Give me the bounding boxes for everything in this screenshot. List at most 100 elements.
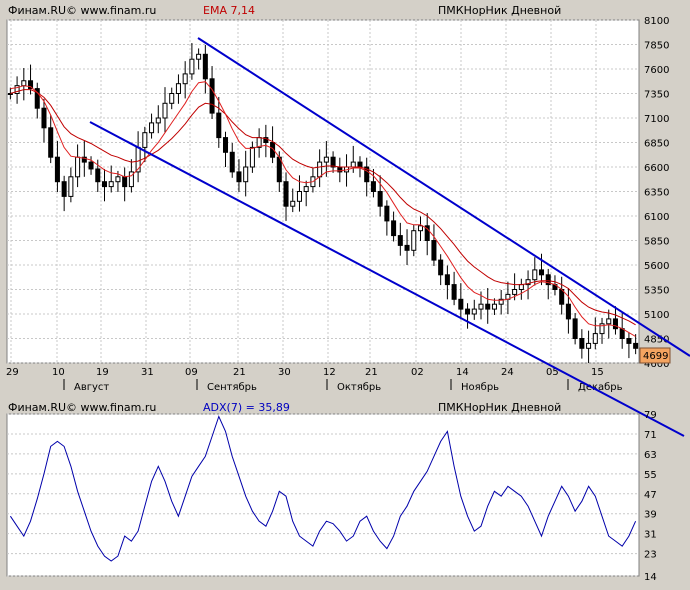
candle-body (34, 88, 40, 109)
candle-body (599, 323, 605, 335)
candle-body (545, 274, 551, 286)
price-x-axis: 29 10 19 31 09 21 30 12 21 02 14 24 05 15 Август Сентяб… (6, 367, 623, 393)
candle-body (565, 303, 571, 320)
adx-y-tick-label: 79 (644, 410, 657, 421)
candle-body (202, 53, 208, 80)
candle-body (465, 308, 471, 315)
last-price-badge: 4699 (639, 347, 671, 364)
candle-body (28, 80, 34, 90)
candle-body (283, 181, 289, 207)
bottom-indicator-label: ADX(7) = 35,89 (203, 401, 290, 414)
price-grid (7, 19, 639, 364)
price-month-label: Декабрь (578, 382, 623, 393)
price-x-tick-label: 05 (546, 367, 559, 378)
candle-body (586, 342, 592, 349)
candle-body (14, 85, 20, 95)
adx-y-tick-label: 71 (644, 430, 657, 441)
candle-body (532, 269, 538, 281)
adx-y-tick-label: 31 (644, 530, 657, 541)
candle-body (525, 279, 531, 286)
candle-body (485, 303, 491, 310)
candle-body (612, 318, 618, 330)
candle-body (175, 83, 181, 94)
candle-body (377, 191, 383, 207)
candle-body (619, 328, 625, 340)
price-x-tick-label: 29 (6, 367, 19, 378)
candle-body (404, 244, 410, 251)
price-month-label: Ноябрь (461, 382, 499, 393)
price-y-tick-label: 7600 (644, 65, 669, 76)
candle-body (128, 171, 134, 188)
candle-body (249, 146, 255, 168)
candle-body (296, 191, 302, 202)
candle-body (21, 80, 27, 87)
candle-body (451, 284, 457, 300)
candle-body (222, 137, 229, 153)
price-x-tick-label: 02 (411, 367, 424, 378)
candle-body (270, 142, 276, 158)
candle-body (122, 176, 128, 188)
candle-body (391, 220, 397, 237)
adx-y-tick-label: 63 (644, 450, 657, 461)
candle-body (61, 181, 67, 197)
candle-body (189, 58, 195, 75)
candle-body (209, 78, 215, 114)
candle-body (458, 298, 464, 310)
price-month-label: Август (74, 382, 109, 393)
candle-body (559, 289, 565, 305)
adx-y-axis: 79 71 63 55 47 39 31 23 14 (644, 410, 657, 583)
channel-upper-line (197, 37, 690, 357)
bottom-source-label: Финам.RU© www.finam.ru (8, 401, 156, 414)
candle-body (182, 73, 188, 85)
candle-body (498, 298, 504, 305)
candle-body (424, 225, 430, 242)
candle-body (162, 102, 168, 119)
candle-body (572, 318, 578, 339)
candle-body (41, 107, 47, 129)
adx-y-tick-label: 23 (644, 550, 657, 561)
candle-body (290, 200, 296, 207)
candle-body (115, 176, 121, 183)
top-instrument-label: ПМКНорНик Дневной (438, 4, 561, 17)
price-x-tick-label: 21 (365, 367, 378, 378)
ema-slow-line (10, 89, 636, 326)
price-y-tick-label: 7350 (644, 90, 669, 101)
ema-fast-line (10, 81, 636, 337)
candle-body (444, 274, 450, 286)
candle-body (303, 186, 309, 193)
candle-body (81, 156, 87, 163)
candle-body (431, 240, 437, 261)
price-x-tick-label: 19 (96, 367, 109, 378)
candle-body (626, 338, 632, 344)
candle-body (101, 181, 108, 188)
adx-y-tick-label: 47 (644, 490, 657, 501)
price-y-tick-label: 6850 (644, 139, 669, 150)
candle-body (471, 308, 477, 315)
adx-y-tick-label: 14 (644, 572, 657, 583)
candle-body (236, 171, 242, 183)
candle-body (364, 166, 370, 183)
candle-body (633, 342, 639, 349)
candle-body (169, 93, 175, 104)
candle-body (397, 235, 403, 246)
price-x-tick-label: 09 (185, 367, 198, 378)
price-y-tick-label: 8100 (644, 16, 669, 27)
candle-body (411, 230, 417, 251)
candle-body (196, 53, 202, 60)
candle-body (357, 161, 363, 168)
candle-body (491, 303, 497, 310)
adx-grid (7, 413, 639, 577)
candle-body (538, 269, 545, 276)
candle-body (95, 168, 101, 183)
candle-body (54, 156, 60, 183)
price-y-tick-label: 4600 (644, 359, 669, 370)
price-y-tick-label: 5600 (644, 261, 669, 272)
candle-body (229, 151, 235, 173)
last-price-label: 4699 (643, 351, 668, 362)
candle-body (7, 93, 13, 95)
price-x-tick-label: 21 (233, 367, 246, 378)
candle-body (512, 289, 518, 295)
adx-line (9, 415, 637, 562)
top-source-label: Финам.RU© www.finam.ru (8, 4, 156, 17)
candle-body (88, 161, 94, 170)
